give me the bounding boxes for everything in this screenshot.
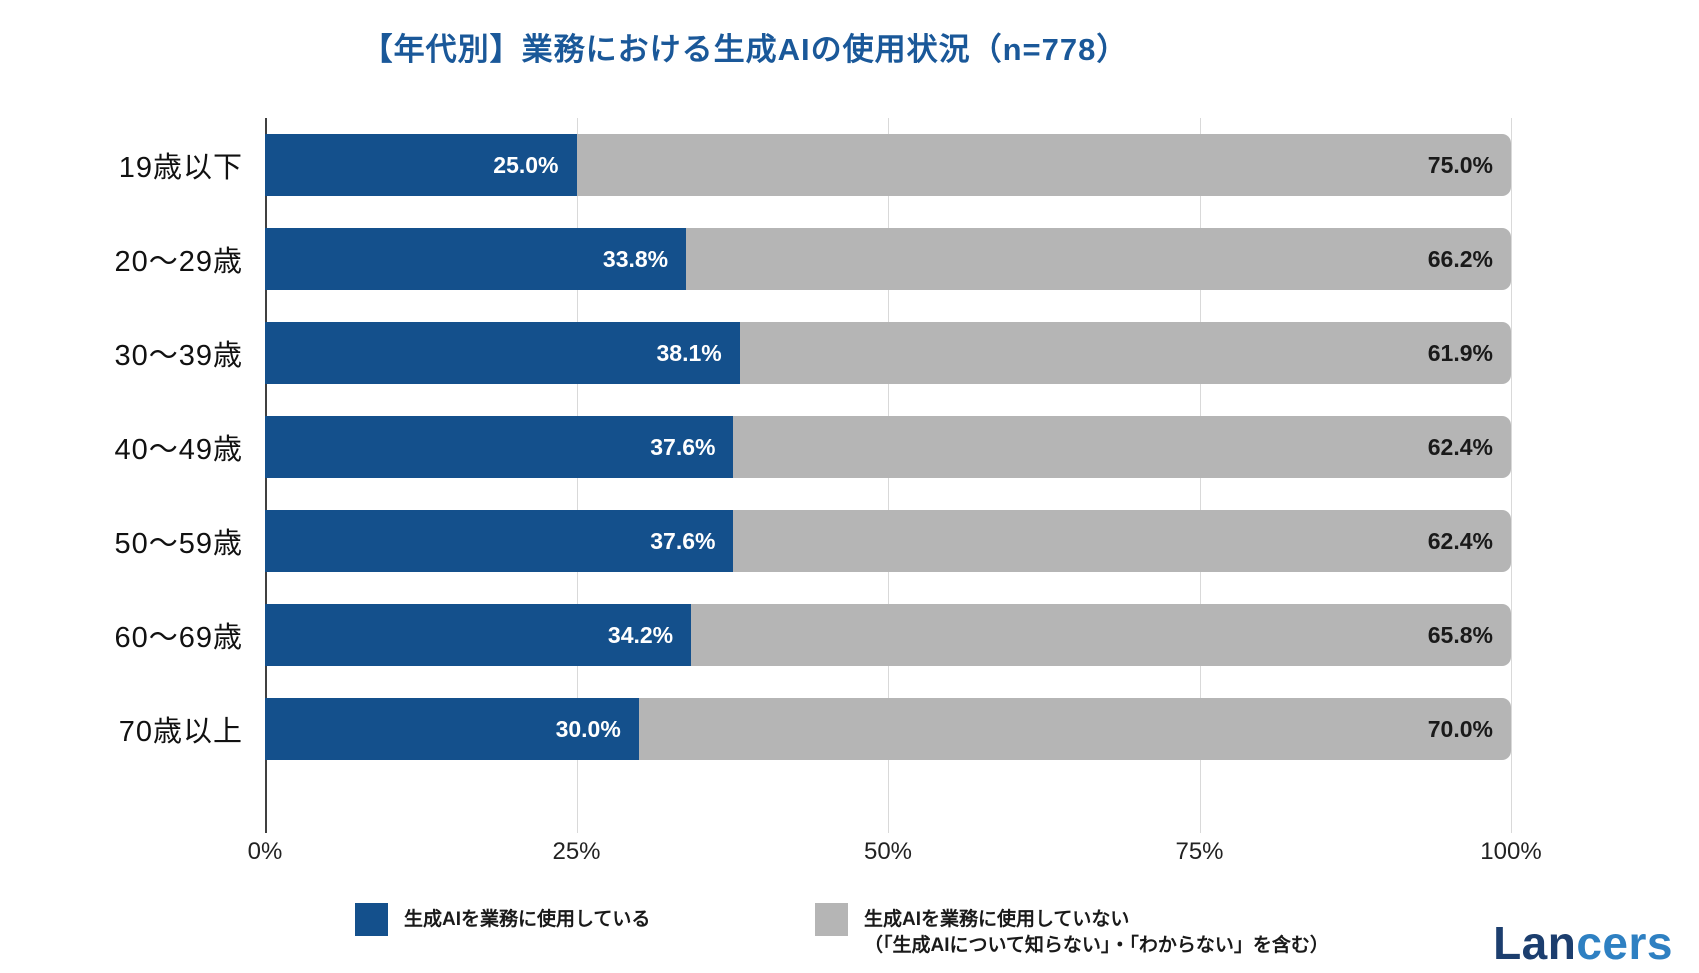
legend-label-not-using-line1: 生成AIを業務に使用していない <box>864 909 1130 930</box>
stacked-bar: 38.1% 61.9% <box>265 322 1511 384</box>
bar-rows: 25.0% 75.0% 33.8% 66.2% 38.1% 61.9% 37.6% 62.4%… <box>265 118 1511 776</box>
bar-value-label: 70.0% <box>1427 715 1493 742</box>
bar-value-label: 61.9% <box>1427 339 1493 366</box>
bar-segment-not-using: 70.0% <box>638 698 1511 760</box>
bar-segment-using: 25.0% <box>265 134 577 196</box>
bar-segment-not-using: 65.8% <box>691 604 1511 666</box>
y-axis-label: 19歳以下 <box>118 152 243 184</box>
bar-segment-not-using: 62.4% <box>733 416 1511 478</box>
bar-segment-using: 30.0% <box>265 698 639 760</box>
y-axis-label: 70歳以上 <box>118 716 243 748</box>
bar-segment-not-using: 61.9% <box>739 322 1511 384</box>
bar-row: 33.8% 66.2% <box>265 212 1511 306</box>
lancers-logo: Lancers <box>1493 916 1673 970</box>
y-axis-label: 50〜59歳 <box>114 528 243 560</box>
bar-row: 25.0% 75.0% <box>265 118 1511 212</box>
stacked-bar: 33.8% 66.2% <box>265 228 1511 290</box>
y-axis-labels: 19歳以下 20〜29歳 30〜39歳 40〜49歳 50〜59歳 60〜69歳 70歳以上 <box>0 118 243 776</box>
stacked-bar: 30.0% 70.0% <box>265 698 1511 760</box>
legend-label-using: 生成AIを業務に使用している <box>404 909 651 930</box>
bar-value-label: 30.0% <box>555 715 621 742</box>
y-axis-label: 60〜69歳 <box>114 622 243 654</box>
legend-item-not-using: 生成AIを業務に使用していない （「生成AIについて知らない」・「わからない」を… <box>815 903 1329 958</box>
legend-swatch-gray <box>815 903 848 936</box>
title-wrap: 【年代別】業務における生成AIの使用状況（n=778） <box>0 24 1490 69</box>
bar-value-label: 37.6% <box>650 527 716 554</box>
bar-row: 34.2% 65.8% <box>265 588 1511 682</box>
x-axis-tick-label: 25% <box>552 838 601 865</box>
bar-row: 37.6% 62.4% <box>265 494 1511 588</box>
stacked-bar: 25.0% 75.0% <box>265 134 1511 196</box>
legend-label-not-using-line2: （「生成AIについて知らない」・「わからない」を含む） <box>864 934 1329 956</box>
x-axis-tick-label: 0% <box>247 838 283 865</box>
bar-value-label: 62.4% <box>1427 527 1493 554</box>
legend-label-not-using: 生成AIを業務に使用していない （「生成AIについて知らない」・「わからない」を… <box>864 903 1329 958</box>
stacked-bar: 37.6% 62.4% <box>265 510 1511 572</box>
bar-value-label: 37.6% <box>650 433 716 460</box>
bar-segment-using: 37.6% <box>265 510 734 572</box>
x-axis-tick-label: 50% <box>863 838 913 865</box>
x-axis-tick-label: 75% <box>1175 838 1224 865</box>
bar-row: 38.1% 61.9% <box>265 306 1511 400</box>
legend-item-using: 生成AIを業務に使用している <box>355 903 650 936</box>
bar-segment-using: 38.1% <box>265 322 740 384</box>
bar-value-label: 25.0% <box>493 151 559 178</box>
bar-value-label: 62.4% <box>1427 433 1493 460</box>
gridline-100 <box>1511 118 1512 833</box>
bar-segment-not-using: 62.4% <box>733 510 1511 572</box>
x-axis-tick-label: 100% <box>1480 838 1542 865</box>
bar-segment-using: 37.6% <box>265 416 734 478</box>
bar-segment-using: 33.8% <box>265 228 687 290</box>
stacked-bar: 37.6% 62.4% <box>265 416 1511 478</box>
bar-value-label: 65.8% <box>1427 621 1493 648</box>
bar-segment-using: 34.2% <box>265 604 692 666</box>
bar-row: 37.6% 62.4% <box>265 400 1511 494</box>
bar-value-label: 75.0% <box>1427 151 1493 178</box>
plot-area: 25.0% 75.0% 33.8% 66.2% 38.1% 61.9% 37.6% 62.4%… <box>265 118 1512 833</box>
lancers-logo-dark-part: Lan <box>1493 917 1577 969</box>
lancers-logo-light-part: cers <box>1576 917 1673 969</box>
y-axis-label: 30〜39歳 <box>114 340 243 372</box>
bar-value-label: 33.8% <box>602 245 669 272</box>
stacked-bar: 34.2% 65.8% <box>265 604 1511 666</box>
legend-swatch-blue <box>355 903 388 936</box>
bar-value-label: 38.1% <box>656 339 722 366</box>
y-axis-label: 40〜49歳 <box>114 434 243 466</box>
y-axis-label: 20〜29歳 <box>114 246 243 278</box>
bar-segment-not-using: 75.0% <box>576 134 1511 196</box>
chart-title: 【年代別】業務における生成AIの使用状況（n=778） <box>361 32 1129 67</box>
bar-segment-not-using: 66.2% <box>686 228 1511 290</box>
bar-value-label: 66.2% <box>1427 245 1493 272</box>
bar-row: 30.0% 70.0% <box>265 682 1511 776</box>
bar-value-label: 34.2% <box>607 621 674 648</box>
